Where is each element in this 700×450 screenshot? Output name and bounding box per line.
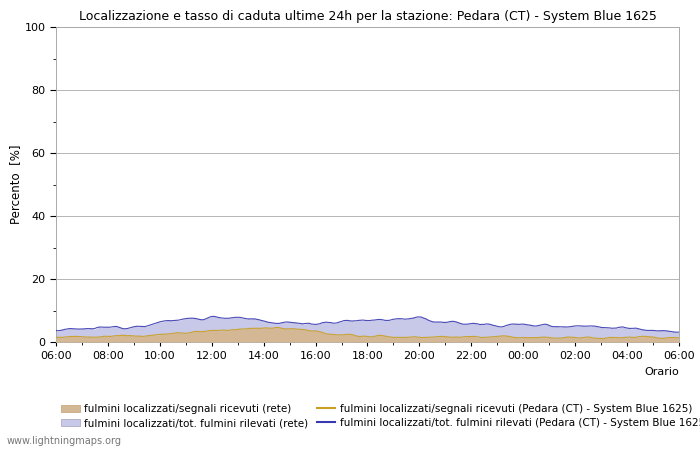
Legend: fulmini localizzati/segnali ricevuti (rete), fulmini localizzati/tot. fulmini ri: fulmini localizzati/segnali ricevuti (re… [61,404,700,428]
Text: Orario: Orario [644,367,679,377]
Y-axis label: Percento  [%]: Percento [%] [9,145,22,224]
Title: Localizzazione e tasso di caduta ultime 24h per la stazione: Pedara (CT) - Syste: Localizzazione e tasso di caduta ultime … [78,10,657,23]
Text: www.lightningmaps.org: www.lightningmaps.org [7,436,122,446]
